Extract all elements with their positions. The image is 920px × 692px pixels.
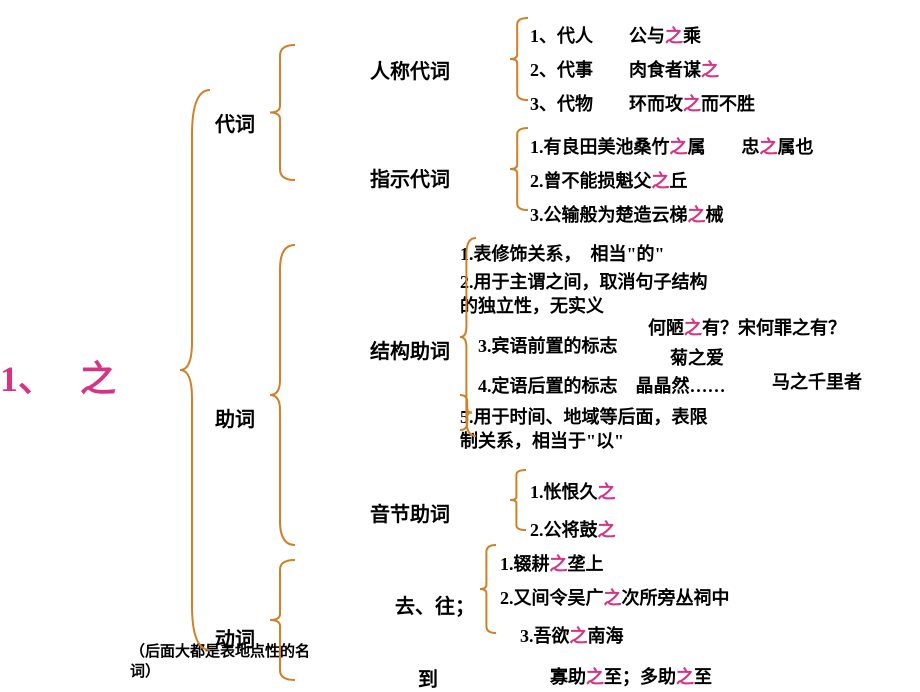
leaf-text: 4.定语后置的标志 晶晶然…… [478, 372, 726, 398]
leaf-text: 2、代事 肉食者谋之 [530, 56, 719, 82]
leaf-text: 1.表修饰关系， 相当"的" [460, 240, 665, 266]
leaf-text: 3.吾欲之南海 [520, 622, 624, 648]
leaf-text: 3.宾语前置的标志 [478, 332, 618, 358]
brace [480, 545, 496, 633]
leaf-text: 2.曾不能损魁父之丘 [530, 167, 688, 193]
leaf-text: 1、代人 公与之乘 [530, 22, 701, 48]
leaf-text: 马之千里者 [772, 368, 862, 394]
root-num: 1、 [0, 350, 54, 402]
brace [510, 18, 528, 100]
leaf-text: 3、代物 环而攻之而不胜 [530, 90, 755, 116]
leaf-text: 2.又间令吴广之次所旁丛祠中 [500, 584, 730, 610]
leaf-text: 菊之爱 [670, 344, 724, 370]
tree-node: 助词 [215, 403, 255, 432]
leaf-text: 3.公输般为楚造云梯之械 [530, 201, 724, 227]
leaf-text: 1.有良田美池桑竹之属 忠之属也 [530, 133, 814, 159]
tree-node: 代词 [215, 108, 255, 137]
tree-node: 到 [418, 663, 438, 692]
brace [270, 245, 295, 545]
brace [510, 470, 526, 530]
leaf-text: 制关系，相当于"以" [460, 427, 624, 453]
leaf-text: 2.公将鼓之 [530, 516, 616, 542]
tree-node: （后面大都是表地点性的名词） [130, 643, 330, 682]
root-char: 之 [80, 350, 116, 402]
brace [460, 238, 476, 436]
tree-node: 人称代词 [370, 55, 450, 84]
brace [270, 560, 295, 680]
leaf-text: 2.用于主谓之间，取消句子结构 [460, 268, 708, 294]
tree-node: 指示代词 [370, 163, 450, 192]
leaf-text: 寡助之至；多助之至 [550, 663, 712, 689]
tree-node: 音节助词 [370, 498, 450, 527]
brace [180, 90, 210, 650]
leaf-text: 1.辍耕之垄上 [500, 550, 604, 576]
tree-node: 结构助词 [370, 335, 450, 364]
brace [510, 128, 528, 210]
leaf-text: 1.怅恨久之 [530, 478, 616, 504]
leaf-text: 的独立性，无实义 [460, 292, 604, 318]
leaf-text: 何陋之有？宋何罪之有？ [648, 314, 846, 340]
tree-node: 去、往； [395, 590, 475, 619]
brace [270, 45, 295, 180]
leaf-text: 5.用于时间、地域等后面，表限 [460, 403, 708, 429]
